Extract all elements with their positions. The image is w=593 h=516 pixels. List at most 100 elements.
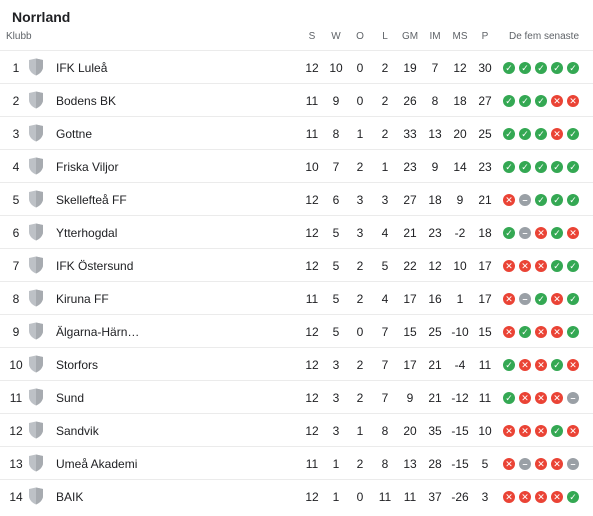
win-icon[interactable]: ✓ [551,425,563,437]
win-icon[interactable]: ✓ [535,161,547,173]
loss-icon[interactable]: ✕ [519,359,531,371]
loss-icon[interactable]: ✕ [535,392,547,404]
table-row[interactable]: 6 Ytterhogdal 12 5 3 4 21 23 -2 18 ✓ – ✕ ✓ ✕ [0,215,593,248]
loss-icon[interactable]: ✕ [519,425,531,437]
loss-icon[interactable]: ✕ [551,458,563,470]
win-icon[interactable]: ✓ [551,194,563,206]
win-icon[interactable]: ✓ [567,260,579,272]
team-name[interactable]: Kiruna FF [56,292,109,306]
loss-icon[interactable]: ✕ [535,326,547,338]
loss-icon[interactable]: ✕ [551,326,563,338]
table-row[interactable]: 8 Kiruna FF 11 5 2 4 17 16 1 17 ✕ – ✓ ✕ ✓ [0,281,593,314]
table-row[interactable]: 4 Friska Viljor 10 7 2 1 23 9 14 23 ✓ ✓ ✓ ✓ ✓ [0,149,593,182]
loss-icon[interactable]: ✕ [567,359,579,371]
win-icon[interactable]: ✓ [551,359,563,371]
recent-form: ✕ ✓ ✕ ✕ ✓ [503,326,583,338]
win-icon[interactable]: ✓ [503,95,515,107]
loss-icon[interactable]: ✕ [551,491,563,503]
win-icon[interactable]: ✓ [535,62,547,74]
win-icon[interactable]: ✓ [567,161,579,173]
table-row[interactable]: 5 Skellefteå FF 12 6 3 3 27 18 9 21 ✕ – ✓ ✓ ✓ [0,182,593,215]
draw-icon[interactable]: – [519,458,531,470]
team-name[interactable]: Friska Viljor [56,160,119,174]
win-icon[interactable]: ✓ [535,194,547,206]
win-icon[interactable]: ✓ [567,491,579,503]
loss-icon[interactable]: ✕ [535,227,547,239]
team-name[interactable]: Älgarna-Härn… [56,325,140,339]
team-name[interactable]: Ytterhogdal [56,226,118,240]
team-name[interactable]: IFK Luleå [56,61,108,75]
table-row[interactable]: 13 Umeå Akademi 11 1 2 8 13 28 -15 5 ✕ – ✕ ✕ – [0,446,593,479]
win-icon[interactable]: ✓ [519,62,531,74]
table-row[interactable]: 1 IFK Luleå 12 10 0 2 19 7 12 30 ✓ ✓ ✓ ✓ ✓ [0,50,593,83]
loss-icon[interactable]: ✕ [503,491,515,503]
recent-form: ✕ ✕ ✕ ✓ ✓ [503,260,583,272]
draw-icon[interactable]: – [519,227,531,239]
table-row[interactable]: 9 Älgarna-Härn… 12 5 0 7 15 25 -10 15 ✕ ✓ ✕ ✕ ✓ [0,314,593,347]
win-icon[interactable]: ✓ [551,161,563,173]
loss-icon[interactable]: ✕ [519,392,531,404]
win-icon[interactable]: ✓ [535,128,547,140]
win-icon[interactable]: ✓ [567,128,579,140]
loss-icon[interactable]: ✕ [503,326,515,338]
loss-icon[interactable]: ✕ [503,425,515,437]
loss-icon[interactable]: ✕ [535,491,547,503]
loss-icon[interactable]: ✕ [551,392,563,404]
table-row[interactable]: 2 Bodens BK 11 9 0 2 26 8 18 27 ✓ ✓ ✓ ✕ ✕ [0,83,593,116]
win-icon[interactable]: ✓ [551,260,563,272]
loss-icon[interactable]: ✕ [551,128,563,140]
loss-icon[interactable]: ✕ [535,260,547,272]
team-name[interactable]: Umeå Akademi [56,457,138,471]
loss-icon[interactable]: ✕ [567,425,579,437]
draw-icon[interactable]: – [567,392,579,404]
win-icon[interactable]: ✓ [567,62,579,74]
draw-icon[interactable]: – [519,194,531,206]
loss-icon[interactable]: ✕ [519,491,531,503]
loss-icon[interactable]: ✕ [503,293,515,305]
loss-icon[interactable]: ✕ [551,293,563,305]
team-name[interactable]: Gottne [56,127,93,141]
table-row[interactable]: 10 Storfors 12 3 2 7 17 21 -4 11 ✓ ✕ ✕ ✓ ✕ [0,347,593,380]
loss-icon[interactable]: ✕ [535,359,547,371]
table-row[interactable]: 11 Sund 12 3 2 7 9 21 -12 11 ✓ ✕ ✕ ✕ – [0,380,593,413]
team-name[interactable]: Sandvik [56,424,99,438]
team-name[interactable]: Sund [56,391,85,405]
loss-icon[interactable]: ✕ [567,95,579,107]
win-icon[interactable]: ✓ [567,326,579,338]
win-icon[interactable]: ✓ [503,392,515,404]
table-row[interactable]: 14 BAIK 12 1 0 11 11 37 -26 3 ✕ ✕ ✕ ✕ ✓ [0,479,593,512]
win-icon[interactable]: ✓ [503,128,515,140]
win-icon[interactable]: ✓ [551,62,563,74]
loss-icon[interactable]: ✕ [567,227,579,239]
draw-icon[interactable]: – [567,458,579,470]
win-icon[interactable]: ✓ [567,194,579,206]
win-icon[interactable]: ✓ [567,293,579,305]
loss-icon[interactable]: ✕ [519,260,531,272]
loss-icon[interactable]: ✕ [503,194,515,206]
loss-icon[interactable]: ✕ [535,425,547,437]
win-icon[interactable]: ✓ [519,95,531,107]
win-icon[interactable]: ✓ [535,95,547,107]
team-name[interactable]: Bodens BK [56,94,117,108]
team-name[interactable]: IFK Östersund [56,259,134,273]
table-row[interactable]: 3 Gottne 11 8 1 2 33 13 20 25 ✓ ✓ ✓ ✕ ✓ [0,116,593,149]
win-icon[interactable]: ✓ [503,359,515,371]
loss-icon[interactable]: ✕ [551,95,563,107]
win-icon[interactable]: ✓ [551,227,563,239]
win-icon[interactable]: ✓ [503,62,515,74]
win-icon[interactable]: ✓ [503,161,515,173]
draw-icon[interactable]: – [519,293,531,305]
loss-icon[interactable]: ✕ [503,260,515,272]
win-icon[interactable]: ✓ [519,128,531,140]
team-name[interactable]: Skellefteå FF [56,193,127,207]
loss-icon[interactable]: ✕ [503,458,515,470]
win-icon[interactable]: ✓ [519,161,531,173]
win-icon[interactable]: ✓ [503,227,515,239]
team-name[interactable]: Storfors [56,358,99,372]
win-icon[interactable]: ✓ [535,293,547,305]
win-icon[interactable]: ✓ [519,326,531,338]
team-name[interactable]: BAIK [56,490,84,504]
loss-icon[interactable]: ✕ [535,458,547,470]
table-row[interactable]: 7 IFK Östersund 12 5 2 5 22 12 10 17 ✕ ✕ ✕ ✓ ✓ [0,248,593,281]
table-row[interactable]: 12 Sandvik 12 3 1 8 20 35 -15 10 ✕ ✕ ✕ ✓ ✕ [0,413,593,446]
